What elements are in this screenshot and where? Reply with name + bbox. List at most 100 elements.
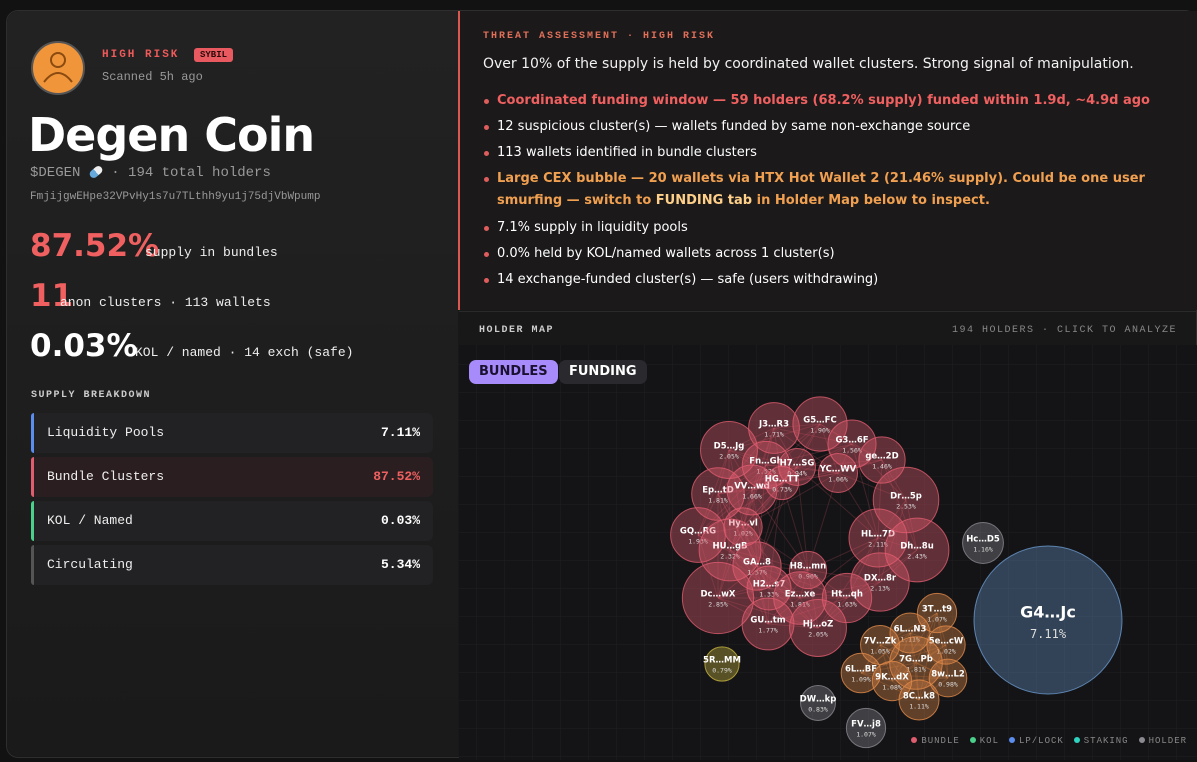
bubble[interactable]: GA…81.57% [732, 541, 782, 591]
bubble[interactable]: J3…R31.71% [748, 402, 800, 454]
bubble-circle [848, 508, 908, 568]
holder-map: J3…R31.71%G5…FC1.90% D5…Jg2.05% G3…6F1.56%… [459, 345, 1197, 760]
stat-label: anon clusters · 113 wallets [60, 295, 271, 310]
bubble[interactable]: 8C…k81.11% [898, 679, 940, 721]
bubble[interactable]: Hc…D51.16% [962, 522, 1004, 564]
bubble-label: Dh…8u [900, 542, 934, 552]
tab-bundles[interactable]: BUNDLES [469, 360, 558, 384]
bubble[interactable]: G5…FC1.90% [792, 396, 848, 452]
bubble-label: 8C…k8 [903, 692, 935, 702]
link [742, 482, 783, 528]
bubble[interactable]: G4…Jc 7.11% [973, 545, 1123, 695]
threat-summary: Over 10% of the supply is held by coordi… [483, 56, 1134, 72]
bubble-label: Hj…oZ [803, 620, 834, 630]
bubble-value: 1.81% [708, 496, 728, 504]
bubble[interactable]: FV…j81.07% [845, 707, 887, 749]
bubble-label: GQ…RG [680, 527, 716, 537]
link [773, 427, 783, 484]
breakdown-row: KOL / Named 0.03% [31, 501, 433, 541]
row-accent [31, 413, 34, 453]
link [807, 537, 879, 571]
bubble[interactable]: Hj…oZ2.05% [789, 599, 847, 657]
bubble[interactable]: H2…s71.33% [746, 565, 792, 611]
link [697, 534, 758, 567]
link [717, 597, 769, 625]
bubble[interactable]: ge…2D1.46% [858, 436, 906, 484]
bubble-value: 2.05% [719, 452, 739, 460]
row-label: Bundle Clusters [47, 469, 165, 484]
bubble-label: 8w…L2 [931, 670, 965, 680]
link [728, 449, 798, 468]
bubble[interactable]: GU…tm1.77% [741, 597, 795, 651]
link [697, 489, 753, 536]
bubble[interactable]: VV…wd1.66% [726, 464, 778, 516]
bubble-value: 2.43% [907, 552, 927, 560]
bubble[interactable]: Ep…tD1.81% [691, 467, 745, 521]
bubble-circle [889, 612, 931, 654]
link [891, 680, 920, 701]
bullet-text: 14 exchange-funded cluster(s) — safe (us… [497, 272, 879, 287]
bubble[interactable]: 6L…N31.11% [889, 612, 931, 654]
link [756, 464, 767, 567]
bullet-text: 0.0% held by KOL/named wallets across 1 … [497, 246, 835, 261]
row-label: Liquidity Pools [47, 425, 165, 440]
bubble[interactable]: H7…SG0.94% [778, 448, 816, 486]
bubble-label: HU…gB [712, 542, 747, 552]
link [879, 644, 893, 682]
bubble[interactable]: Ez…xe1.81% [773, 571, 827, 625]
row-accent [31, 457, 34, 497]
bubble[interactable]: 5R…MM0.79% [703, 646, 741, 682]
legend-label: LP/LOCK [1018, 736, 1064, 746]
bubble[interactable]: 7V…Zk1.05% [860, 625, 900, 665]
bubble-circle [681, 561, 755, 635]
bubble[interactable]: G3…6F1.56% [827, 419, 877, 469]
bubble[interactable]: DW…kp0.83% [800, 685, 837, 721]
bubble[interactable]: HU…gB2.32% [698, 518, 762, 582]
link [819, 423, 883, 461]
bubble[interactable]: H8…mn0.96% [788, 550, 828, 590]
legend-label: HOLDER [1148, 736, 1187, 746]
bullet-text: 12 suspicious cluster(s) — wallets funde… [497, 119, 971, 134]
bubble-label: Ht…qh [831, 590, 863, 600]
bubble-circle [898, 679, 940, 721]
link [918, 677, 949, 701]
bubble[interactable]: DX…8r2.13% [850, 552, 910, 612]
link [817, 597, 848, 629]
bubble[interactable]: YC…WV1.06% [817, 452, 859, 494]
bubble-label: YC…WV [819, 465, 857, 475]
legend: BUNDLE KOL LP/LOCK STAKING HOLDER [901, 736, 1187, 746]
bubble-value: 2.13% [870, 584, 890, 592]
bubble[interactable]: Ht…qh1.63% [821, 572, 873, 624]
link [846, 537, 879, 599]
bubble-circle [792, 396, 848, 452]
bubble[interactable]: 5e…cW1.02% [926, 625, 966, 665]
row-value: 0.03% [380, 513, 420, 528]
bubble[interactable]: D5…Jg2.05% [700, 421, 758, 479]
bubble[interactable]: 8w…L20.98% [928, 658, 968, 698]
link [742, 526, 758, 567]
link [773, 427, 853, 445]
threat-bullet: 113 wallets identified in bundle cluster… [484, 142, 1187, 164]
bubble[interactable]: Dr…5p2.53% [872, 466, 940, 534]
link [768, 587, 801, 599]
bubble[interactable]: Dc…wX2.85% [681, 561, 755, 635]
link [879, 644, 949, 679]
bubble-value: 1.77% [758, 626, 778, 634]
bubble[interactable]: Dh…8u2.43% [884, 517, 950, 583]
bubble[interactable]: 6L…BF1.09% [840, 652, 882, 694]
link [879, 632, 911, 646]
link [717, 526, 744, 599]
link [918, 612, 938, 701]
link [781, 443, 853, 484]
bubble-value: 1.16% [973, 545, 993, 553]
row-label: KOL / Named [47, 513, 133, 528]
tab-funding[interactable]: FUNDING [559, 360, 647, 384]
bubble-circle [884, 517, 950, 583]
bubble[interactable]: HL…7D2.11% [848, 508, 908, 568]
bubble[interactable]: HG…TT0.73% [765, 465, 800, 501]
link [717, 493, 744, 528]
link [717, 549, 731, 599]
link [915, 662, 949, 679]
link [697, 493, 719, 536]
threat-bullet: Coordinated funding window — 59 holders … [484, 90, 1187, 112]
